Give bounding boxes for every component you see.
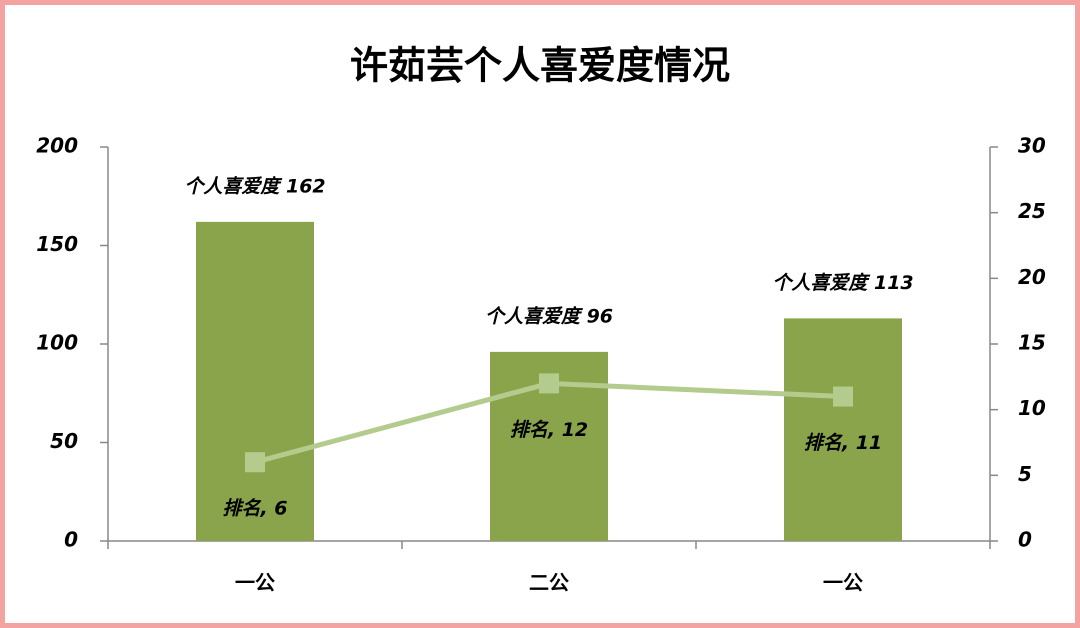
x-tick-label: 一公 <box>823 571 863 595</box>
data-label: 排名, 12 <box>510 419 588 441</box>
bar <box>196 221 314 542</box>
y-tick-label: 0 <box>64 528 78 552</box>
y-tick-label: 50 <box>50 429 78 453</box>
x-tick-label: 二公 <box>529 571 569 595</box>
data-label: 排名, 6 <box>222 498 287 520</box>
y-tick-label: 200 <box>36 134 78 158</box>
data-label: 个人喜爱度 162 <box>184 175 325 197</box>
y2-tick-label: 20 <box>1018 265 1046 289</box>
y2-tick-label: 25 <box>1018 199 1046 223</box>
bar <box>784 318 902 541</box>
data-label: 排名, 11 <box>804 432 882 454</box>
y2-tick-label: 30 <box>1018 134 1046 158</box>
marker <box>539 373 559 394</box>
data-label: 个人喜爱度 113 <box>772 272 913 294</box>
data-label: 个人喜爱度 96 <box>485 305 613 327</box>
y-tick-label: 150 <box>36 232 78 256</box>
y-tick-label: 100 <box>36 331 78 355</box>
marker <box>245 452 265 473</box>
x-tick-label: 一公 <box>235 571 275 595</box>
marker <box>833 386 853 407</box>
y2-tick-label: 0 <box>1018 528 1032 552</box>
y2-tick-label: 5 <box>1018 462 1032 486</box>
y2-tick-label: 15 <box>1018 331 1046 355</box>
y2-tick-label: 10 <box>1018 396 1046 420</box>
chart: 许茹芸个人喜爱度情况 0 50 100 150 200 0 5 10 15 20 25 30 一公 二公 一… <box>36 44 1046 595</box>
chart-title: 许茹芸个人喜爱度情况 <box>350 44 730 88</box>
